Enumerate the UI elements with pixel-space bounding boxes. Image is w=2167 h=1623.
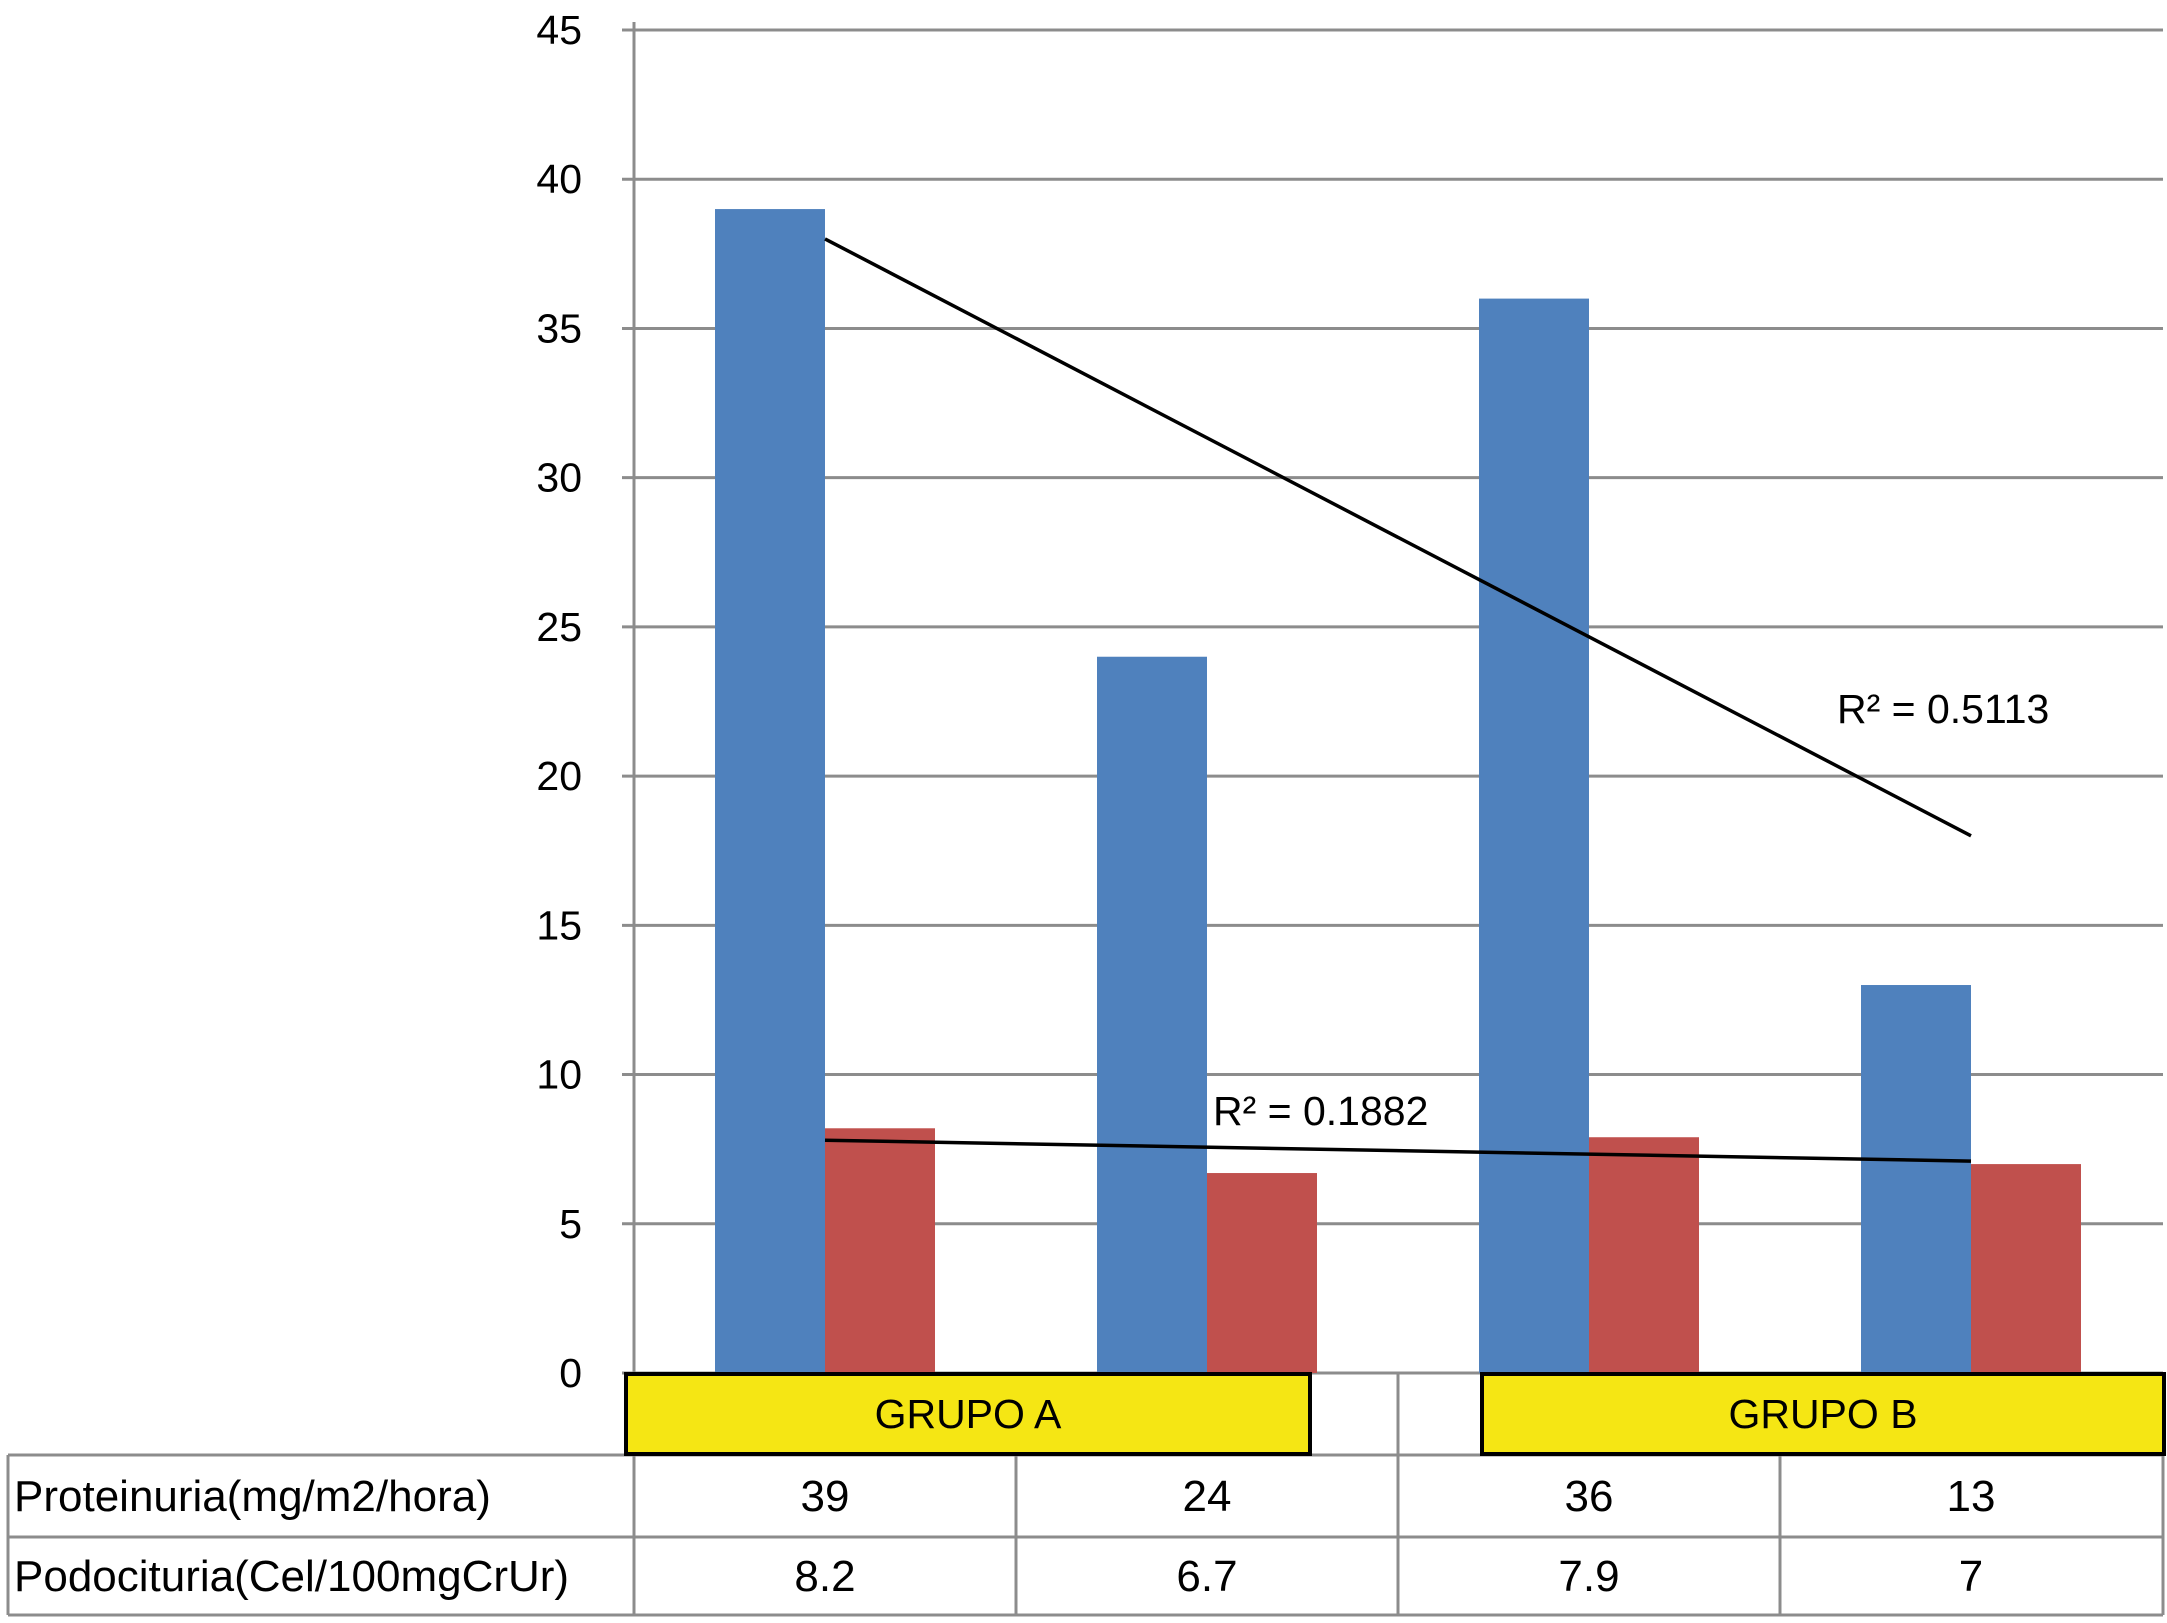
table-cell: 24	[1183, 1472, 1232, 1521]
table-cell: 13	[1947, 1472, 1996, 1521]
bar-series-1-cat-3	[1479, 298, 1589, 1374]
table-cell: 7	[1959, 1552, 1983, 1601]
trendlines: R² = 0.5113 R² = 0.1882	[824, 237, 2049, 1163]
table-cell: 8.2	[794, 1552, 855, 1601]
group-label: GRUPO A	[875, 1391, 1062, 1437]
bar-series-2-cat-4	[1971, 1164, 2081, 1373]
table-cell: 36	[1565, 1472, 1614, 1521]
bar-series-2-cat-1	[825, 1128, 935, 1373]
bar-series-1-cat-2	[1097, 656, 1207, 1373]
table-cell: 6.7	[1176, 1552, 1237, 1601]
group-label: GRUPO B	[1728, 1391, 1917, 1437]
y-tick-label: 20	[536, 753, 582, 799]
y-tick-label: 40	[536, 156, 582, 202]
y-tick-label: 15	[536, 902, 582, 948]
table-row-label: Proteinuria(mg/m2/hora)	[14, 1472, 491, 1521]
bar-series-2-cat-3	[1589, 1137, 1699, 1373]
y-tick-label: 30	[536, 455, 582, 501]
group-box	[624, 1372, 1312, 1456]
bars	[715, 209, 2081, 1374]
y-tick-label: 5	[559, 1201, 582, 1247]
table-cell: 7.9	[1558, 1552, 1619, 1601]
y-axis: 0 5 10 15 20 25 30 35 40 45	[536, 7, 636, 1615]
y-tick-label: 45	[536, 7, 582, 53]
bar-series-2-cat-2	[1207, 1173, 1317, 1373]
trendline-1	[824, 237, 1972, 838]
table-cell: 39	[801, 1472, 850, 1521]
bar-series-1-cat-4	[1861, 985, 1971, 1373]
bar-series-1-cat-1	[715, 209, 825, 1374]
y-tick-label: 10	[536, 1052, 582, 1098]
trendline-2	[824, 1138, 1972, 1163]
y-tick-label: 35	[536, 305, 582, 351]
group-box	[1480, 1372, 2166, 1456]
y-tick-label: 0	[559, 1350, 582, 1396]
r2-label-2: R² = 0.1882	[1213, 1088, 1428, 1134]
table-row-label: Podocituria(Cel/100mgCrUr)	[14, 1552, 569, 1601]
y-tick-label: 25	[536, 604, 582, 650]
group-labels: GRUPO A GRUPO B	[624, 1372, 2166, 1456]
r2-label-1: R² = 0.5113	[1837, 686, 2049, 732]
